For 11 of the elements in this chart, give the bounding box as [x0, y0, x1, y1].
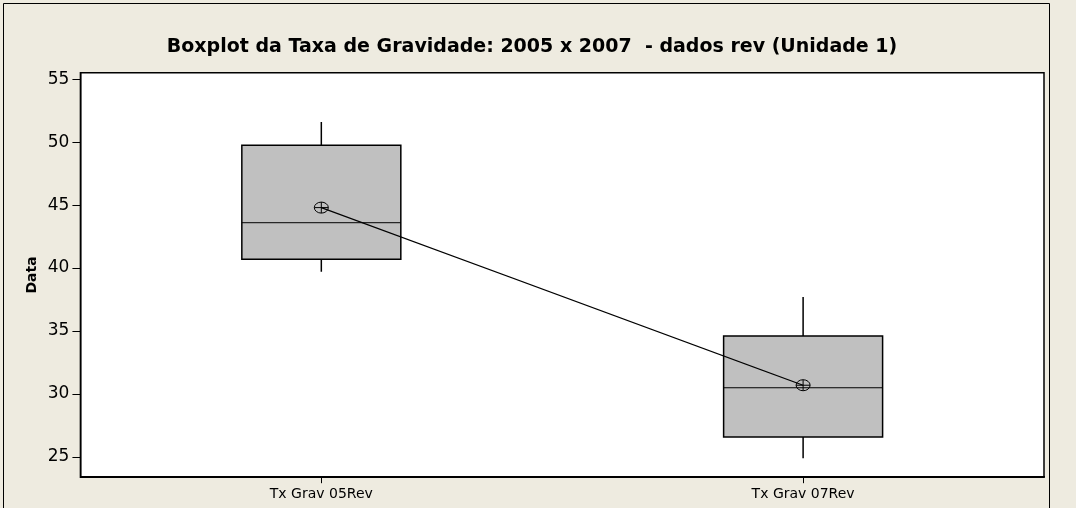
y-tick-label: 55	[47, 67, 70, 88]
y-tick-label: 45	[47, 193, 70, 214]
y-tick-label: 50	[47, 130, 70, 151]
y-tick-label: 25	[47, 445, 70, 466]
y-tick-label: 40	[47, 256, 70, 277]
y-tick-label: 30	[47, 382, 70, 403]
x-tick-label: Tx Grav 07Rev	[750, 485, 855, 502]
chart-title: Boxplot da Taxa de Gravidade: 2005 x 2007 - dados rev (Unidade 1)	[166, 34, 898, 57]
y-axis-title: Data	[23, 256, 40, 294]
x-tick-label: Tx Grav 05Rev	[268, 485, 373, 502]
y-tick-label: 35	[47, 319, 70, 340]
